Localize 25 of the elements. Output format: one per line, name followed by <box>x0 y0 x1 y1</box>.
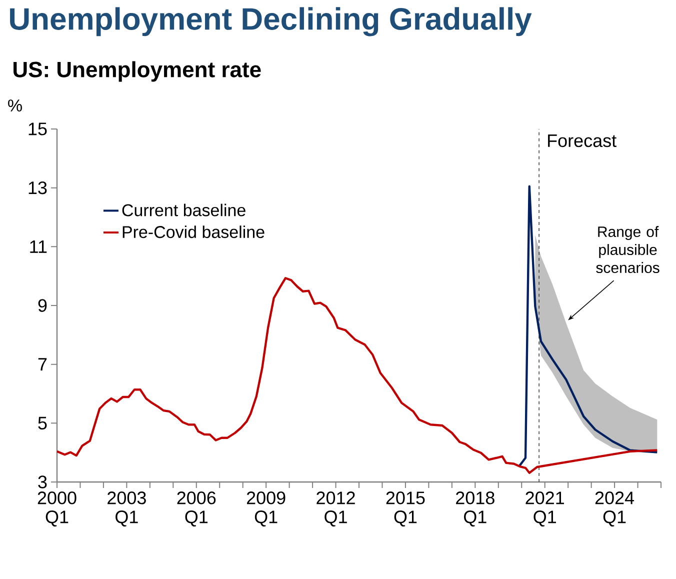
legend-label: Current baseline <box>122 204 246 216</box>
y-tick-label: 5 <box>38 416 47 430</box>
legend-label: Pre-Covid baseline <box>122 226 264 238</box>
ref-line-label: Forecast <box>548 134 616 148</box>
line-series <box>56 277 658 474</box>
x-tick-label: 2018 Q1 <box>456 492 494 526</box>
chart-subtitle: US: Unemployment rate <box>14 61 261 82</box>
x-tick-label: 2015 Q1 <box>386 492 425 526</box>
annotation: Range of plausible scenarios <box>596 226 660 274</box>
chart-title: Unemployment Declining Gradually <box>10 7 532 36</box>
y-tick-label: 15 <box>28 122 47 136</box>
y-tick-label: 9 <box>38 299 47 312</box>
x-tick-label: 2003 Q1 <box>108 492 146 526</box>
x-tick-label: 2000 Q1 <box>38 492 76 526</box>
y-tick-label: 13 <box>28 181 47 194</box>
x-tick-label: 2012 Q1 <box>316 492 355 526</box>
y-axis-title: % <box>8 100 22 112</box>
x-tick-label: 2024 Q1 <box>595 492 634 526</box>
y-tick-label: 11 <box>30 240 47 253</box>
y-tick-label: 3 <box>38 476 47 488</box>
line-series <box>518 185 658 467</box>
y-tick-label: 7 <box>38 358 47 371</box>
x-tick-label: 2009 Q1 <box>246 492 286 526</box>
x-tick-label: 2006 Q1 <box>177 492 216 526</box>
x-tick-label: 2021 Q1 <box>526 492 564 526</box>
